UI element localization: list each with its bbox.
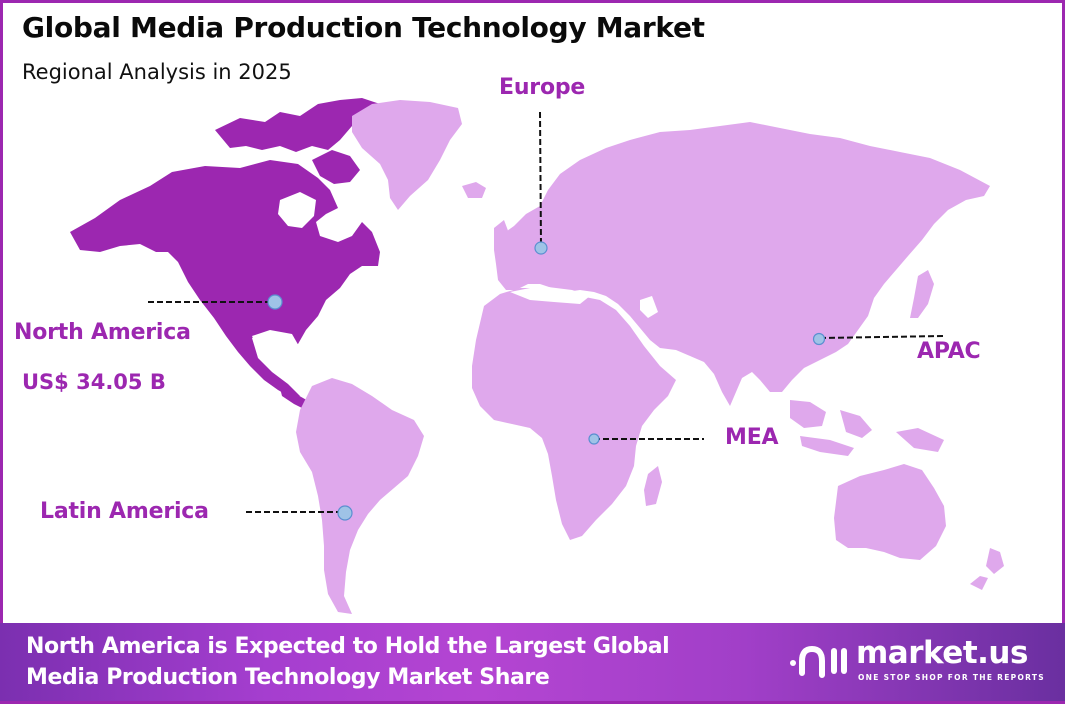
value-north-america: US$ 34.05 B xyxy=(22,370,166,394)
logo-wordmark: market.us xyxy=(856,635,1028,671)
page-subtitle: Regional Analysis in 2025 xyxy=(22,60,292,84)
summary-banner: North America is Expected to Hold the La… xyxy=(0,623,1065,704)
leader-lines xyxy=(148,111,945,513)
eurasia xyxy=(494,122,990,406)
marker-europe xyxy=(534,241,548,255)
hudson-bay xyxy=(278,192,316,228)
africa xyxy=(472,288,676,540)
south-america xyxy=(296,378,424,614)
region-north-america-shape xyxy=(70,98,380,410)
page-title: Global Media Production Technology Marke… xyxy=(22,11,705,44)
label-apac: APAC xyxy=(917,339,981,364)
label-latin-america: Latin America xyxy=(40,499,209,524)
label-europe: Europe xyxy=(499,75,586,100)
inland-seas xyxy=(510,286,706,368)
banner-line-2: Media Production Technology Market Share xyxy=(26,665,550,690)
greenland xyxy=(352,100,462,210)
market-us-logo: market.us ONE STOP SHOP FOR THE REPORTS xyxy=(790,635,1044,689)
leader-line-apac xyxy=(819,335,945,339)
market-us-logo-icon xyxy=(790,645,847,678)
logo-tagline: ONE STOP SHOP FOR THE REPORTS xyxy=(858,673,1045,682)
label-mea: MEA xyxy=(725,425,779,450)
marker-apac xyxy=(812,332,826,346)
marker-north-america xyxy=(267,294,283,310)
other-regions-shapes xyxy=(296,100,1004,614)
leader-line-europe xyxy=(539,111,542,247)
banner-line-1: North America is Expected to Hold the La… xyxy=(26,634,670,659)
region-markers xyxy=(267,241,826,521)
gulf-of-mexico xyxy=(252,330,300,356)
marker-mea xyxy=(588,433,600,445)
marker-latin-america xyxy=(337,505,353,521)
label-north-america: North America xyxy=(14,320,191,345)
australia xyxy=(834,464,946,560)
